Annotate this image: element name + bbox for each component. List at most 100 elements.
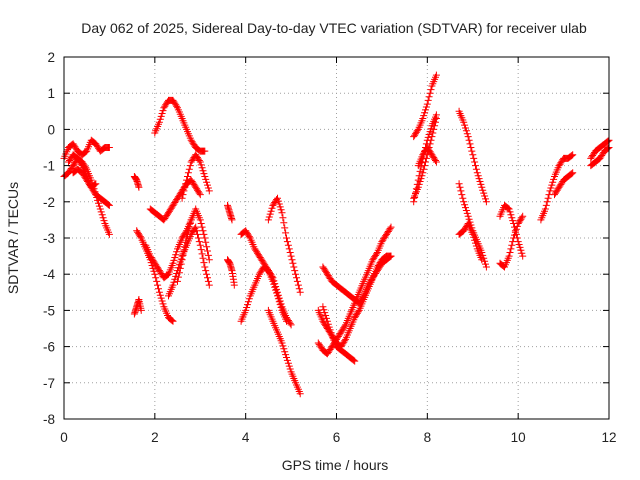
data-point (273, 289, 280, 297)
data-point (468, 147, 476, 155)
data-point (271, 199, 279, 206)
data-point (516, 243, 524, 251)
series-t14 (224, 256, 238, 289)
data-point (199, 167, 207, 175)
data-point (542, 201, 550, 209)
data-point (422, 106, 429, 114)
data-point (133, 227, 141, 235)
data-point (320, 319, 328, 327)
data-point (254, 249, 261, 257)
data-point (167, 316, 175, 324)
data-point (201, 173, 209, 180)
data-point (324, 272, 332, 280)
data-point (255, 270, 263, 278)
data-point (351, 314, 359, 322)
data-point (324, 320, 332, 328)
y-tick-label: 0 (47, 122, 55, 137)
data-point (186, 220, 194, 227)
data-point (320, 264, 328, 272)
data-point (461, 121, 469, 129)
data-point (244, 301, 251, 309)
data-point (160, 216, 168, 224)
data-point (171, 99, 179, 107)
data-point (326, 326, 334, 334)
data-point (265, 213, 273, 221)
data-point (504, 204, 512, 212)
y-tick-label: -7 (43, 376, 55, 391)
data-point (266, 210, 274, 218)
data-point (168, 317, 176, 324)
data-point (176, 264, 184, 272)
data-point (69, 162, 77, 170)
data-point (242, 227, 250, 235)
data-point (204, 251, 212, 259)
data-point (474, 172, 482, 180)
data-point (72, 144, 80, 152)
y-tick-label: 1 (47, 86, 55, 101)
data-point (460, 198, 468, 206)
data-point (427, 149, 435, 157)
data-point (509, 217, 517, 225)
data-point (188, 229, 196, 237)
series-t19 (314, 223, 395, 358)
y-tick-label: -5 (43, 303, 55, 318)
data-point (457, 187, 465, 195)
data-point (252, 246, 260, 254)
data-point (373, 250, 380, 258)
data-point (462, 207, 470, 214)
data-point (200, 230, 208, 238)
data-point (292, 270, 300, 278)
data-point (272, 286, 280, 294)
data-point (204, 277, 212, 285)
data-point (378, 238, 386, 246)
data-point (372, 270, 380, 277)
data-point (295, 285, 303, 293)
data-point (508, 214, 516, 222)
data-point (423, 100, 431, 108)
data-point (287, 252, 295, 260)
data-point (319, 303, 327, 311)
data-point (155, 267, 163, 275)
data-point (340, 338, 348, 346)
data-point (275, 200, 283, 208)
data-point (470, 233, 478, 241)
data-point (515, 241, 523, 248)
data-point (280, 219, 288, 227)
series-t2 (65, 151, 113, 209)
data-point (90, 188, 98, 196)
series-t4 (130, 296, 145, 318)
data-point (511, 231, 518, 239)
data-point (375, 264, 383, 272)
data-point (173, 196, 181, 204)
data-point (193, 152, 201, 160)
data-point (410, 198, 418, 206)
series-t7 (142, 216, 195, 282)
data-point (157, 270, 165, 277)
data-point (424, 96, 432, 104)
data-point (171, 199, 179, 206)
data-point (276, 301, 284, 309)
series-t32 (537, 151, 577, 224)
data-point (511, 228, 519, 236)
data-point (149, 256, 157, 264)
series-t31 (496, 212, 527, 271)
data-point (165, 207, 173, 215)
data-point (83, 176, 91, 184)
data-point (184, 169, 192, 177)
data-point (518, 214, 526, 222)
y-tick-label: -1 (43, 159, 55, 174)
data-point (197, 161, 205, 169)
data-point (173, 248, 181, 256)
data-point (155, 118, 163, 126)
data-point (92, 180, 100, 188)
data-point (278, 209, 286, 217)
y-axis-label: SDTVAR / TECUs (5, 182, 21, 294)
x-tick-label: 6 (333, 430, 341, 445)
data-point (518, 249, 526, 257)
data-point (194, 186, 201, 194)
data-point (284, 241, 292, 249)
data-point (146, 252, 154, 260)
data-point (180, 187, 188, 195)
data-point (567, 152, 575, 160)
